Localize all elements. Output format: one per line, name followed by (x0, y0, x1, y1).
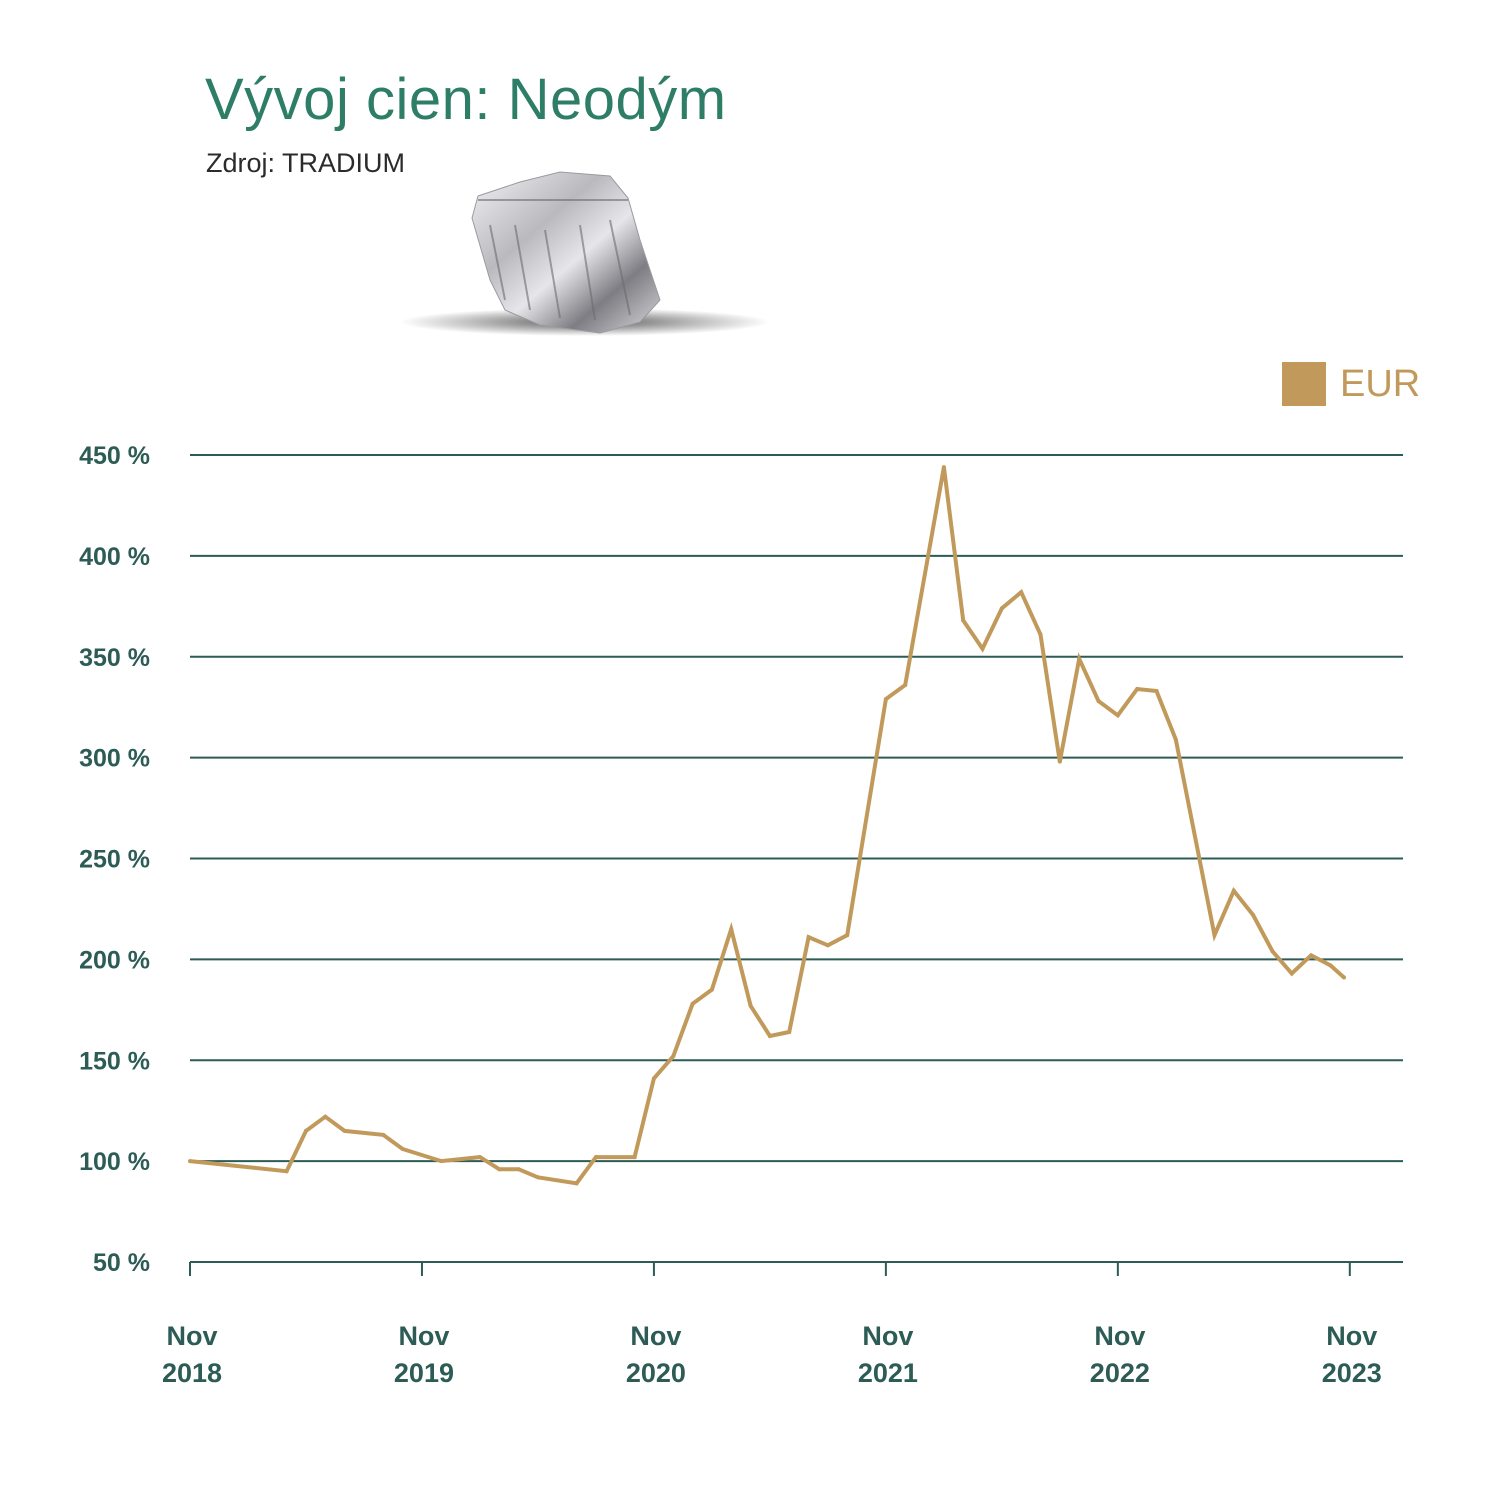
x-tick-label: Nov 2023 (1322, 1321, 1382, 1388)
data-point (903, 682, 908, 687)
data-point (342, 1128, 347, 1133)
y-tick-label: 400 % (79, 543, 150, 571)
x-tick-year: 2022 (1090, 1358, 1150, 1388)
x-tick-month: Nov (1094, 1321, 1145, 1351)
data-point (535, 1175, 540, 1180)
data-point (1019, 590, 1024, 595)
data-point (1342, 975, 1347, 980)
x-tick-year: 2020 (626, 1358, 686, 1388)
data-point (1096, 699, 1101, 704)
y-tick-label: 150 % (79, 1047, 150, 1075)
data-point (1135, 687, 1140, 692)
data-point (284, 1169, 289, 1174)
data-point (980, 646, 985, 651)
legend: EUR (1282, 362, 1420, 406)
x-tick-month: Nov (862, 1321, 913, 1351)
data-point (999, 606, 1004, 611)
y-axis: 50 % 100 % 150 % 200 % 250 % 300 % 350 % 400 % 4… (79, 442, 150, 1277)
data-point (1289, 971, 1294, 976)
y-tick-label: 350 % (79, 644, 150, 672)
neodymium-image (400, 171, 770, 336)
data-point (477, 1155, 482, 1160)
legend-swatch-eur (1282, 362, 1326, 406)
x-tick-month: Nov (1326, 1321, 1377, 1351)
gridlines (190, 454, 1403, 1263)
data-point (1057, 759, 1062, 764)
x-tick-month: Nov (398, 1321, 449, 1351)
data-point (1231, 888, 1236, 893)
x-tick-label: Nov 2019 (394, 1321, 454, 1388)
y-tick-label: 200 % (79, 946, 150, 974)
data-point (806, 935, 811, 940)
x-tick-month: Nov (166, 1321, 217, 1351)
data-point (1038, 632, 1043, 637)
data-point (748, 1003, 753, 1008)
data-point (303, 1128, 308, 1133)
x-tick-year: 2019 (394, 1358, 454, 1388)
x-tick-label: Nov 2021 (858, 1321, 918, 1388)
data-point (651, 1076, 656, 1081)
data-point (767, 1034, 772, 1039)
data-point (593, 1155, 598, 1160)
data-point (671, 1054, 676, 1059)
data-point (1309, 953, 1314, 958)
data-point (1212, 933, 1217, 938)
y-tick-label: 250 % (79, 846, 150, 874)
data-point (883, 697, 888, 702)
x-axis: Nov 2018 Nov 2019 Nov 2020 Nov 2021 Nov 2022 Nov 20… (162, 1262, 1382, 1388)
legend-label-eur: EUR (1340, 362, 1421, 405)
x-tick-year: 2021 (858, 1358, 918, 1388)
data-point (729, 927, 734, 932)
x-tick-month: Nov (630, 1321, 681, 1351)
x-tick-label: Nov 2018 (162, 1321, 222, 1388)
data-point (323, 1114, 328, 1119)
y-tick-label: 50 % (93, 1249, 150, 1277)
data-point (1173, 737, 1178, 742)
data-point (825, 943, 830, 948)
x-tick-year: 2023 (1322, 1358, 1382, 1388)
data-point (961, 618, 966, 623)
data-point (632, 1155, 637, 1160)
data-point (439, 1159, 444, 1164)
data-point (1251, 912, 1256, 917)
data-point (845, 933, 850, 938)
data-point (1115, 713, 1120, 718)
data-point (690, 1001, 695, 1006)
chart-source: Zdroj: TRADIUM (206, 148, 406, 178)
series-line-eur (189, 466, 1346, 1186)
data-point (1328, 963, 1333, 968)
data-point (1154, 689, 1159, 694)
series-layer (188, 465, 1347, 1186)
data-point (574, 1181, 579, 1186)
x-tick-label: Nov 2022 (1090, 1321, 1150, 1388)
data-point (400, 1147, 405, 1152)
data-point (381, 1132, 386, 1137)
data-point (497, 1167, 502, 1172)
x-tick-year: 2018 (162, 1358, 222, 1388)
data-point (1077, 656, 1082, 661)
data-point (787, 1030, 792, 1035)
y-tick-label: 450 % (79, 442, 150, 470)
y-tick-label: 100 % (79, 1148, 150, 1176)
x-tick-label: Nov 2020 (626, 1321, 686, 1388)
data-point (188, 1159, 192, 1164)
data-point (1270, 949, 1275, 954)
y-tick-label: 300 % (79, 745, 150, 773)
chart-title: Vývoj cien: Neodým (205, 67, 727, 132)
data-point (709, 987, 714, 992)
data-point (941, 465, 946, 470)
data-point (516, 1167, 521, 1172)
